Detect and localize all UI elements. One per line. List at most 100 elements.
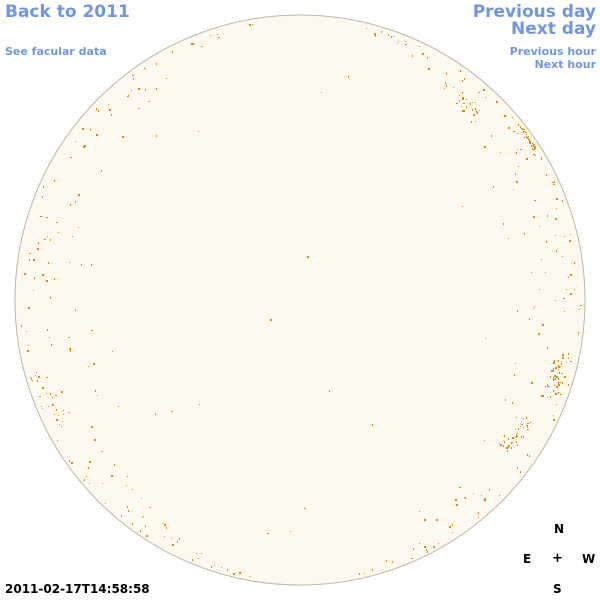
facular-point [411, 558, 413, 559]
observation-timestamp: 2011-02-17T14:58:58 [5, 582, 150, 596]
facular-point [162, 523, 163, 524]
facular-point [42, 196, 43, 198]
facular-point [518, 124, 519, 126]
facular-point [462, 93, 463, 94]
facular-point [172, 544, 173, 545]
facular-point [496, 101, 498, 103]
facular-point [42, 408, 43, 409]
facular-point [532, 148, 533, 150]
facular-point [563, 298, 565, 299]
facular-point [511, 447, 512, 449]
facular-point [374, 33, 376, 35]
facular-point [472, 102, 473, 103]
facular-point [111, 114, 112, 116]
facular-point [128, 510, 129, 512]
see-facular-data-link[interactable]: See facular data [5, 45, 107, 58]
facular-point [46, 280, 48, 282]
facular-point [164, 524, 166, 526]
facular-point [483, 89, 485, 91]
facular-point [526, 134, 527, 135]
facular-point [412, 55, 413, 57]
facular-point [156, 88, 157, 90]
facular-point [37, 248, 39, 250]
facular-point [533, 308, 534, 309]
facular-point [518, 166, 519, 167]
facular-point [459, 487, 461, 488]
facular-point [462, 110, 463, 112]
facular-point [145, 89, 146, 91]
facular-point [68, 337, 70, 338]
facular-point [96, 134, 98, 136]
facular-point [533, 144, 534, 145]
facular-point [424, 546, 426, 548]
facular-point [166, 78, 167, 79]
facular-point [78, 194, 80, 196]
facular-point [46, 217, 48, 218]
facular-point [97, 395, 98, 396]
facular-point [546, 174, 547, 176]
facular-point [201, 46, 203, 47]
facular-point [58, 232, 59, 233]
facular-point [47, 329, 48, 331]
facular-point [114, 464, 115, 466]
facular-point [558, 369, 559, 370]
facular-point [500, 444, 502, 446]
facular-point [217, 34, 218, 35]
facular-point [517, 149, 518, 150]
previous-hour-link[interactable]: Previous hour [509, 45, 596, 58]
next-day-link[interactable]: Next day [511, 19, 596, 39]
facular-point [517, 133, 518, 134]
facular-point [553, 377, 554, 379]
facular-point [505, 399, 506, 401]
facular-point [94, 439, 96, 441]
facular-point [475, 121, 476, 122]
facular-point [171, 411, 173, 412]
facular-point [520, 126, 521, 128]
previous-day-link[interactable]: Previous day [472, 2, 596, 22]
facular-point [267, 533, 269, 534]
facular-point [30, 377, 31, 378]
facular-point [191, 43, 193, 45]
facular-point [541, 158, 542, 160]
next-hour-link[interactable]: Next hour [534, 58, 597, 71]
facular-point [521, 421, 522, 422]
facular-point [398, 41, 399, 42]
facular-point [466, 99, 467, 100]
facular-point [171, 538, 172, 539]
facular-point [61, 426, 62, 427]
facular-point [556, 376, 558, 378]
facular-point [517, 444, 518, 446]
facular-point [210, 35, 211, 36]
facular-point [516, 417, 517, 418]
facular-point [553, 379, 554, 381]
back-to-year-link[interactable]: Back to 2011 [5, 2, 130, 22]
facular-point [517, 467, 518, 469]
facular-point [43, 186, 44, 188]
facular-point [138, 108, 140, 109]
facular-point [91, 426, 93, 428]
facular-point [558, 365, 559, 366]
facular-point [179, 538, 180, 540]
facular-point [36, 372, 37, 373]
facular-point [513, 189, 514, 190]
facular-point [101, 170, 102, 172]
facular-point [88, 467, 89, 469]
facular-point [566, 289, 567, 290]
facular-point [140, 530, 141, 532]
facular-point [98, 110, 99, 112]
facular-point [156, 63, 157, 65]
facular-point [579, 309, 580, 310]
facular-point [524, 233, 525, 235]
facular-point [75, 309, 76, 311]
facular-point [307, 256, 309, 258]
facular-point [218, 37, 220, 38]
facular-point [138, 88, 140, 90]
facular-point [527, 423, 529, 424]
facular-point [78, 227, 79, 228]
facular-point [348, 76, 349, 78]
facular-point [70, 204, 71, 206]
facular-point [148, 101, 150, 102]
facular-point [553, 419, 555, 421]
facular-point [38, 242, 39, 244]
facular-point [329, 390, 330, 392]
